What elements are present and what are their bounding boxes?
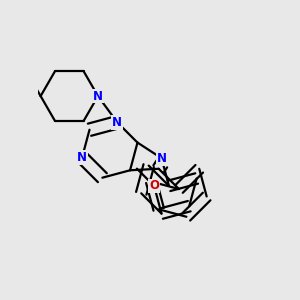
Text: O: O — [149, 179, 159, 192]
Text: N: N — [93, 90, 103, 103]
Text: N: N — [112, 116, 122, 129]
Text: N: N — [157, 152, 166, 165]
Text: N: N — [77, 151, 87, 164]
